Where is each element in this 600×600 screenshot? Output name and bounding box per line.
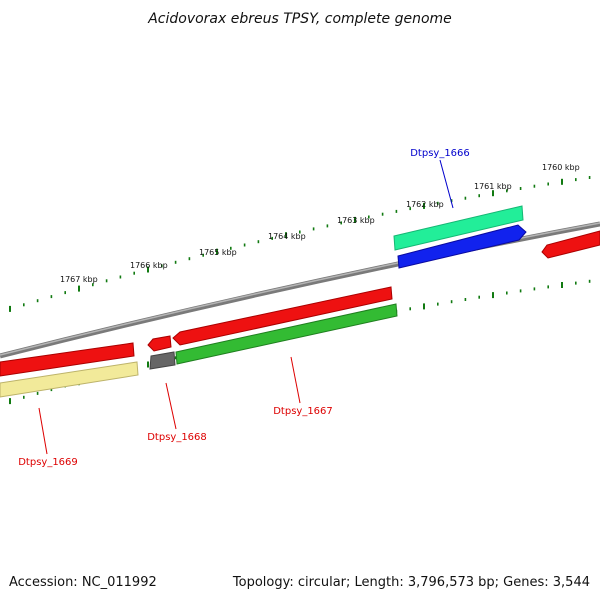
gene-label-1666[interactable]: Dtpsy_1666 bbox=[410, 148, 470, 159]
leader-line-1669 bbox=[38, 407, 48, 455]
feature-teal-1666-region[interactable] bbox=[393, 205, 524, 251]
scale-label-1764: 1764 kbp bbox=[268, 232, 306, 241]
accession-text: Accession: NC_011992 bbox=[9, 575, 157, 590]
feature-red-right[interactable] bbox=[541, 230, 600, 259]
outer-scale-ticks bbox=[9, 176, 591, 312]
feature-red-1669[interactable] bbox=[0, 342, 135, 377]
scale-label-1762: 1762 kbp bbox=[406, 200, 444, 209]
gene-label-1667[interactable]: Dtpsy_1667 bbox=[273, 406, 333, 417]
inner-scale-ticks bbox=[9, 279, 591, 405]
map-title: Acidovorax ebreus TPSY, complete genome bbox=[147, 11, 452, 27]
feature-gray-1668[interactable] bbox=[149, 351, 176, 370]
feature-blue-1666[interactable] bbox=[397, 224, 527, 269]
genome-summary-text: Topology: circular; Length: 3,796,573 bp… bbox=[232, 575, 590, 590]
scale-labels: 1760 kbp 1761 kbp 1762 kbp 1763 kbp 1764… bbox=[60, 163, 580, 284]
gene-label-1668[interactable]: Dtpsy_1668 bbox=[147, 432, 207, 443]
leader-line-1667 bbox=[290, 356, 301, 404]
scale-label-1761: 1761 kbp bbox=[474, 182, 512, 191]
feature-green-1667[interactable] bbox=[175, 303, 398, 365]
scale-label-1767: 1767 kbp bbox=[60, 275, 98, 284]
feature-yellow-1669[interactable] bbox=[0, 361, 139, 398]
feature-red-1667[interactable] bbox=[172, 286, 393, 346]
leader-line-1668 bbox=[165, 382, 177, 430]
feature-red-1668[interactable] bbox=[147, 335, 172, 352]
scale-label-1765: 1765 kbp bbox=[199, 248, 237, 257]
scale-label-1763: 1763 kbp bbox=[337, 216, 375, 225]
leader-line-1666 bbox=[439, 159, 454, 209]
scale-label-1766: 1766 kbp bbox=[130, 261, 168, 270]
scale-label-1760: 1760 kbp bbox=[542, 163, 580, 172]
gene-label-1669[interactable]: Dtpsy_1669 bbox=[18, 457, 78, 468]
